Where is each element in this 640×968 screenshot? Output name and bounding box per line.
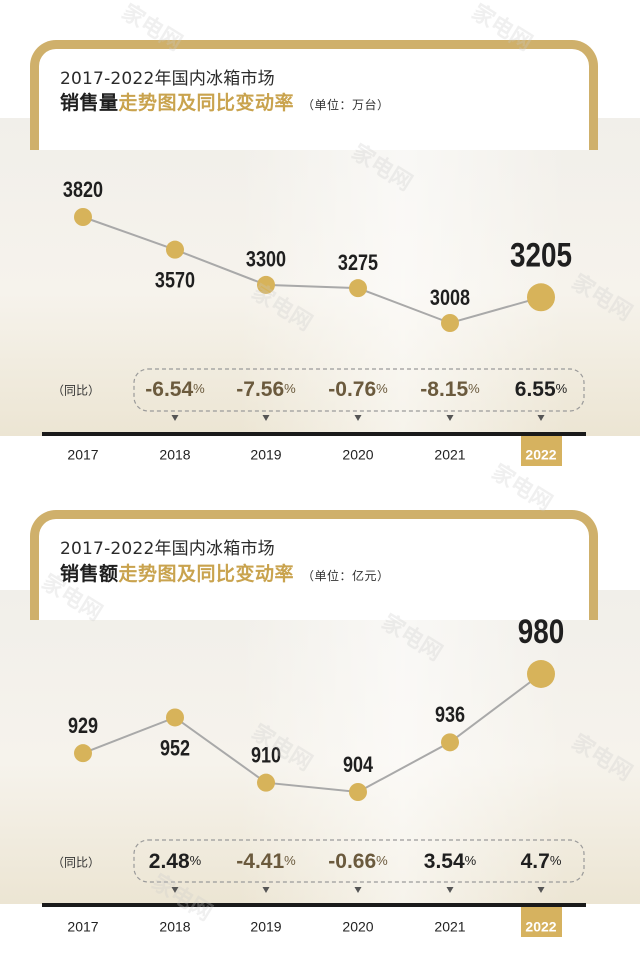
growth-value: -6.54% — [145, 378, 205, 401]
x-tick-label: 2021 — [434, 919, 465, 935]
chart-heading: 2017-2022年国内冰箱市场 — [60, 69, 275, 89]
x-tick-label: 2019 — [250, 919, 281, 935]
data-point — [527, 283, 555, 312]
growth-value: -8.15% — [420, 378, 480, 401]
data-label: 980 — [518, 612, 565, 650]
chart-heading: 2017-2022年国内冰箱市场 — [60, 539, 275, 559]
down-arrow-icon — [537, 887, 545, 893]
down-arrow-icon — [354, 887, 362, 893]
data-point — [257, 773, 275, 792]
x-tick-label: 2018 — [159, 919, 190, 935]
chart-background — [0, 118, 640, 436]
x-axis — [42, 432, 586, 436]
series-line — [82, 673, 542, 794]
chart-unit: （单位：亿元） — [302, 569, 390, 583]
x-tick-label: 2022 — [525, 447, 556, 463]
sales-revenue-chart: 929 952 910 904 936 980 （同比） 2.48% -4.41% -0.66% 3… — [42, 612, 586, 937]
highlight-year-box — [521, 436, 562, 466]
growth-value: 2.48% — [149, 850, 202, 873]
x-tick-label: 2017 — [67, 447, 98, 463]
data-label: 3275 — [338, 251, 378, 275]
data-label: 3008 — [430, 286, 470, 310]
data-point — [349, 783, 367, 801]
chart-title: 销售量走势图及同比变动率 （单位：万台） — [60, 88, 390, 115]
data-label: 3570 — [155, 269, 195, 293]
data-point — [527, 660, 555, 688]
chart-title-dark: 销售额 — [60, 563, 119, 585]
growth-label: （同比） — [52, 384, 100, 398]
data-point — [74, 744, 92, 763]
growth-value: 6.55% — [515, 378, 568, 401]
highlight-year-box — [521, 907, 562, 937]
data-point — [166, 708, 184, 727]
data-point — [257, 275, 275, 294]
chart-title-gold: 走势图及同比变动率 — [118, 92, 295, 114]
growth-value: -0.66% — [328, 850, 388, 873]
data-point — [349, 279, 367, 298]
data-point — [441, 733, 459, 752]
data-point — [166, 240, 184, 259]
data-label: 3300 — [246, 248, 286, 272]
chart-title: 销售额走势图及同比变动率 （单位：亿元） — [60, 559, 390, 586]
data-point — [441, 314, 459, 332]
chart-title-dark: 销售量 — [60, 92, 119, 114]
data-label: 904 — [343, 753, 374, 777]
down-arrow-icon — [171, 415, 179, 421]
series-line — [82, 216, 542, 325]
down-arrow-icon — [171, 887, 179, 893]
chart-unit: （单位：万台） — [302, 98, 390, 112]
sales-volume-chart: 3820 3570 3300 3275 3008 3205 （同比） -6.54% -7.56%… — [42, 178, 586, 466]
growth-value: 3.54% — [424, 850, 477, 873]
down-arrow-icon — [354, 415, 362, 421]
chart-background — [0, 590, 640, 904]
data-label: 952 — [160, 737, 190, 761]
growth-value: 4.7% — [521, 850, 562, 873]
growth-value: -4.41% — [236, 850, 296, 873]
down-arrow-icon — [262, 887, 270, 893]
title-tab — [30, 40, 598, 150]
down-arrow-icon — [262, 415, 270, 421]
data-label: 3205 — [510, 236, 572, 274]
x-tick-label: 2017 — [67, 919, 98, 935]
data-label: 910 — [251, 744, 281, 768]
growth-pill — [133, 839, 585, 883]
growth-value: -0.76% — [328, 378, 388, 401]
down-arrow-icon — [446, 887, 454, 893]
x-tick-label: 2020 — [342, 447, 373, 463]
chart-title-gold: 走势图及同比变动率 — [118, 563, 295, 585]
data-label: 3820 — [63, 178, 103, 202]
x-tick-label: 2021 — [434, 447, 465, 463]
down-arrow-icon — [537, 415, 545, 421]
data-label: 936 — [435, 704, 465, 728]
growth-pill — [133, 368, 585, 412]
data-point — [74, 208, 92, 226]
x-tick-label: 2019 — [250, 447, 281, 463]
down-arrow-icon — [446, 415, 454, 421]
growth-label: （同比） — [52, 856, 100, 870]
growth-value: -7.56% — [236, 378, 296, 401]
x-tick-label: 2020 — [342, 919, 373, 935]
data-label: 929 — [68, 714, 98, 738]
title-tab — [30, 510, 598, 620]
x-axis — [42, 903, 586, 907]
x-tick-label: 2022 — [525, 919, 556, 935]
x-tick-label: 2018 — [159, 447, 190, 463]
